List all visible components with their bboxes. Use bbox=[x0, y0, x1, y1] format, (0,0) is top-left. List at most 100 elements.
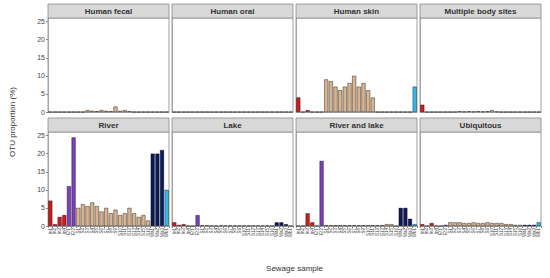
svg-text:River: River bbox=[98, 121, 118, 130]
svg-text:Wa2: Wa2 bbox=[154, 228, 160, 238]
svg-text:In3: In3 bbox=[181, 228, 187, 235]
svg-text:5: 5 bbox=[41, 90, 45, 97]
svg-text:S2: S2 bbox=[80, 228, 86, 234]
svg-text:S8: S8 bbox=[232, 228, 238, 234]
svg-text:15: 15 bbox=[37, 54, 45, 61]
svg-text:S4: S4 bbox=[89, 228, 95, 234]
svg-text:Ef1: Ef1 bbox=[314, 228, 320, 235]
svg-text:Wa2: Wa2 bbox=[402, 228, 408, 238]
svg-text:In3: In3 bbox=[429, 228, 435, 235]
svg-text:S12: S12 bbox=[250, 228, 256, 236]
svg-text:S14: S14 bbox=[384, 228, 390, 236]
svg-text:In4: In4 bbox=[433, 228, 439, 235]
svg-text:S14: S14 bbox=[136, 228, 142, 236]
svg-text:S12: S12 bbox=[126, 228, 132, 236]
svg-text:In1: In1 bbox=[171, 228, 177, 235]
svg-text:Wa2: Wa2 bbox=[278, 228, 284, 238]
svg-text:Multiple body sites: Multiple body sites bbox=[444, 7, 517, 16]
svg-text:S10: S10 bbox=[241, 228, 247, 236]
svg-text:0: 0 bbox=[41, 223, 45, 230]
svg-text:S5: S5 bbox=[342, 228, 348, 234]
svg-text:S11: S11 bbox=[246, 228, 252, 236]
svg-text:Ubiquitous: Ubiquitous bbox=[460, 121, 502, 130]
svg-text:S7: S7 bbox=[227, 228, 233, 234]
svg-text:Wb1: Wb1 bbox=[288, 228, 293, 238]
svg-text:Ef1: Ef1 bbox=[438, 228, 444, 235]
svg-text:In4: In4 bbox=[61, 228, 67, 235]
svg-text:S5: S5 bbox=[218, 228, 224, 234]
svg-text:Lake: Lake bbox=[223, 121, 242, 130]
svg-text:S13: S13 bbox=[131, 228, 137, 236]
svg-text:Wa3: Wa3 bbox=[407, 228, 413, 238]
svg-text:S11: S11 bbox=[370, 228, 376, 236]
svg-text:S16: S16 bbox=[269, 228, 275, 236]
svg-text:S14: S14 bbox=[260, 228, 266, 236]
svg-text:S8: S8 bbox=[108, 228, 114, 234]
svg-text:Wa1: Wa1 bbox=[150, 228, 156, 238]
svg-text:S16: S16 bbox=[393, 228, 399, 236]
svg-text:S10: S10 bbox=[117, 228, 123, 236]
svg-text:In2: In2 bbox=[52, 228, 58, 235]
svg-text:Wa3: Wa3 bbox=[159, 228, 165, 238]
svg-text:S16: S16 bbox=[145, 228, 151, 236]
svg-text:Ef1: Ef1 bbox=[190, 228, 196, 235]
svg-text:S7: S7 bbox=[103, 228, 109, 234]
svg-text:Wa3: Wa3 bbox=[283, 228, 289, 238]
svg-text:Wa1: Wa1 bbox=[398, 228, 404, 238]
svg-text:In4: In4 bbox=[185, 228, 191, 235]
svg-text:S13: S13 bbox=[255, 228, 261, 236]
svg-text:Wa1: Wa1 bbox=[274, 228, 280, 238]
svg-text:S15: S15 bbox=[140, 228, 146, 236]
svg-text:S11: S11 bbox=[122, 228, 128, 236]
svg-text:In2: In2 bbox=[424, 228, 430, 235]
svg-text:In3: In3 bbox=[57, 228, 63, 235]
svg-text:10: 10 bbox=[37, 72, 45, 79]
svg-text:25: 25 bbox=[37, 18, 45, 25]
svg-text:S1: S1 bbox=[199, 228, 205, 234]
svg-text:S15: S15 bbox=[264, 228, 270, 236]
svg-text:S7: S7 bbox=[351, 228, 357, 234]
svg-text:S3: S3 bbox=[85, 228, 91, 234]
svg-text:OTU proportion (%): OTU proportion (%) bbox=[8, 87, 17, 157]
svg-text:In3: In3 bbox=[305, 228, 311, 235]
svg-text:S3: S3 bbox=[209, 228, 215, 234]
svg-text:S2: S2 bbox=[328, 228, 334, 234]
svg-text:River and lake: River and lake bbox=[329, 121, 384, 130]
svg-text:In1: In1 bbox=[47, 228, 53, 235]
svg-text:Wb1: Wb1 bbox=[164, 228, 169, 238]
svg-text:0: 0 bbox=[41, 109, 45, 116]
svg-text:25: 25 bbox=[37, 132, 45, 139]
svg-text:S15: S15 bbox=[388, 228, 394, 236]
svg-text:In2: In2 bbox=[300, 228, 306, 235]
svg-text:Wb1: Wb1 bbox=[536, 228, 541, 238]
svg-text:Ef2: Ef2 bbox=[195, 228, 201, 235]
svg-text:20: 20 bbox=[37, 36, 45, 43]
svg-text:S2: S2 bbox=[204, 228, 210, 234]
svg-text:In2: In2 bbox=[176, 228, 182, 235]
svg-text:Wb1: Wb1 bbox=[412, 228, 417, 238]
svg-text:15: 15 bbox=[37, 168, 45, 175]
svg-text:S3: S3 bbox=[333, 228, 339, 234]
svg-text:S4: S4 bbox=[213, 228, 219, 234]
svg-text:In4: In4 bbox=[309, 228, 315, 235]
svg-text:20: 20 bbox=[37, 150, 45, 157]
svg-text:Human fecal: Human fecal bbox=[85, 7, 133, 16]
svg-text:Ef1: Ef1 bbox=[66, 228, 72, 235]
svg-text:S12: S12 bbox=[374, 228, 380, 236]
svg-text:S10: S10 bbox=[365, 228, 371, 236]
svg-text:S1: S1 bbox=[75, 228, 81, 234]
svg-text:S1: S1 bbox=[323, 228, 329, 234]
svg-text:S13: S13 bbox=[379, 228, 385, 236]
svg-text:Human oral: Human oral bbox=[210, 7, 254, 16]
svg-text:In1: In1 bbox=[419, 228, 425, 235]
svg-text:S4: S4 bbox=[337, 228, 343, 234]
svg-text:S5: S5 bbox=[94, 228, 100, 234]
svg-text:Sewage sample: Sewage sample bbox=[266, 264, 323, 273]
svg-text:10: 10 bbox=[37, 186, 45, 193]
svg-text:S8: S8 bbox=[356, 228, 362, 234]
svg-text:Ef2: Ef2 bbox=[319, 228, 325, 235]
svg-text:Human skin: Human skin bbox=[334, 7, 379, 16]
svg-text:In1: In1 bbox=[295, 228, 301, 235]
svg-text:5: 5 bbox=[41, 204, 45, 211]
svg-text:Ef2: Ef2 bbox=[71, 228, 77, 235]
